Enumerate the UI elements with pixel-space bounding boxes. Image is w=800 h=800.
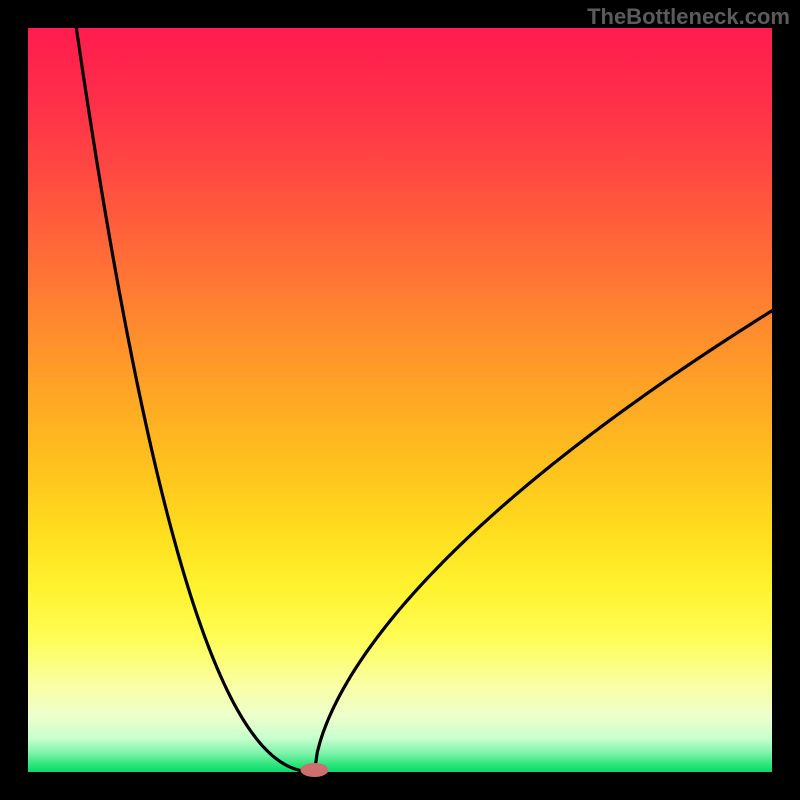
bottleneck-chart <box>0 0 800 800</box>
watermark-text: TheBottleneck.com <box>587 4 790 30</box>
chart-container: TheBottleneck.com <box>0 0 800 800</box>
optimal-point-marker <box>300 763 328 777</box>
